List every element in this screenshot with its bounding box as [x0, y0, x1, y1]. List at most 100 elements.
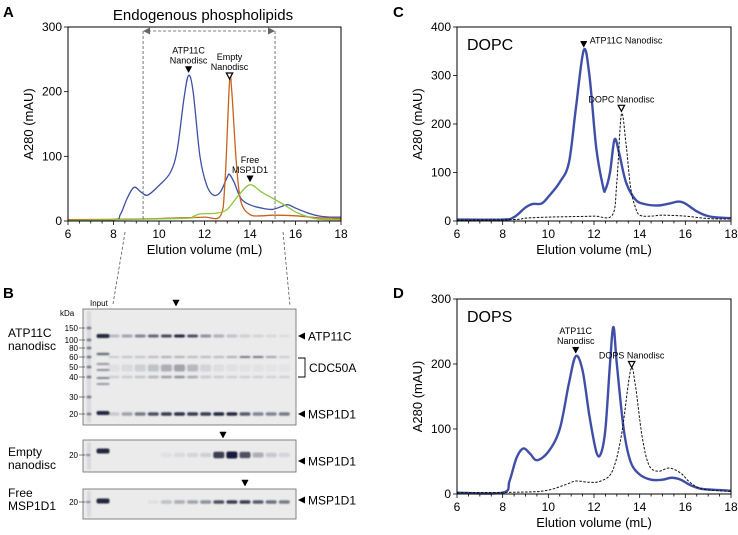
cdc50a-band [200, 356, 212, 358]
panel-label-b: B [3, 285, 14, 302]
inset-label: DOPS [467, 309, 512, 326]
band-label-msp1d1: MSP1D1 [308, 408, 356, 422]
atp11c-band [252, 334, 264, 338]
filled-triangle-marker-icon [572, 346, 580, 354]
y-tick-label: 200 [431, 357, 451, 371]
input-band [96, 498, 110, 504]
msp1d1-band [213, 451, 225, 459]
series-line-empty-nanodisc [67, 74, 342, 221]
x-axis-label: Elution volume (mL) [536, 515, 652, 530]
x-tick-label: 16 [289, 227, 303, 241]
panel-label-a: A [3, 4, 14, 21]
msp1d1-band [252, 412, 264, 416]
smear-band [174, 364, 185, 372]
cdc50a-band [252, 375, 264, 379]
msp1d1-band [278, 412, 290, 416]
peak-annotation: DOPC Nanodisc [588, 94, 655, 104]
filled-triangle-marker-icon [580, 41, 588, 48]
kda-marker-label: 60 [69, 353, 78, 362]
msp1d1-band [265, 452, 277, 458]
x-tick-label: 8 [499, 500, 506, 514]
kda-marker-label: 20 [69, 451, 78, 460]
kda-marker-label: 150 [65, 324, 79, 333]
row-label-empty-nanodisc: Empty [8, 445, 42, 459]
y-tick-label: 100 [431, 422, 451, 436]
kda-marker-label: 50 [69, 363, 78, 372]
cdc50a-band [160, 375, 172, 379]
atp11c-band [174, 334, 185, 338]
y-axis-label: A280 (mAU) [410, 361, 425, 433]
cdc50a-band [174, 356, 185, 358]
peak-annotation: ATP11C [172, 46, 205, 56]
band-label-atp11c: ATP11C [308, 330, 352, 344]
y-tick-label: 200 [42, 85, 62, 99]
cdc50a-band [278, 356, 290, 358]
left-arrowhead-icon [298, 496, 305, 504]
ladder-band [86, 355, 92, 359]
row-label-empty-nanodisc: nanodisc [8, 458, 56, 472]
msp1d1-band [239, 412, 251, 416]
ladder-band [86, 326, 92, 330]
y-tick-label: 100 [431, 166, 451, 180]
smear-band [121, 364, 133, 372]
band-label-msp1d1: MSP1D1 [308, 455, 356, 469]
input-band [96, 411, 110, 415]
cdc50a-band [187, 375, 199, 379]
msp1d1-band [200, 452, 212, 458]
x-tick-label: 6 [454, 227, 461, 241]
band-label-msp1d1: MSP1D1 [308, 494, 356, 508]
zoom-guide-line [282, 231, 291, 307]
y-tick-label: 0 [444, 487, 451, 501]
x-tick-label: 12 [198, 227, 212, 241]
atp11c-band [226, 334, 238, 338]
y-tick-label: 0 [444, 214, 451, 228]
x-tick-label: 18 [724, 227, 738, 241]
chart-a-title: Endogenous phospholipids [113, 7, 293, 24]
x-tick-label: 12 [587, 227, 601, 241]
atp11c-band [200, 334, 212, 338]
msp1d1-band [160, 500, 172, 504]
atp11c-band [213, 334, 225, 338]
atp11c-band [134, 334, 146, 338]
peak-annotation: MSP1D1 [232, 165, 268, 175]
filled-triangle-marker-icon [246, 175, 254, 183]
y-tick-label: 100 [42, 149, 62, 163]
x-tick-label: 12 [587, 500, 601, 514]
arrowhead-right-icon [268, 27, 276, 35]
marker-lane [87, 442, 91, 470]
peak-fraction-triangle-icon [241, 479, 249, 487]
x-tick-label: 10 [152, 227, 166, 241]
msp1d1-band [187, 452, 199, 458]
ladder-band [85, 501, 91, 503]
row-label-free-msp1d1: Free [8, 486, 33, 500]
kda-marker-label: 40 [69, 373, 78, 382]
cdc50a-band [213, 356, 225, 358]
smear-band [200, 364, 212, 372]
atp11c-band [121, 334, 133, 338]
ladder-band [86, 375, 92, 379]
cdc50a-band [174, 375, 185, 379]
smear-band [147, 364, 159, 372]
input-lane-label: Input [90, 299, 109, 308]
peak-fraction-triangle-icon [172, 299, 180, 307]
cdc50a-band [265, 356, 277, 358]
msp1d1-band [121, 412, 133, 416]
band-label-cdc50a: CDC50A [309, 361, 356, 375]
msp1d1-band [160, 452, 172, 458]
open-triangle-marker-icon [225, 72, 234, 81]
input-band [96, 448, 110, 454]
input-band [96, 383, 110, 385]
msp1d1-band [174, 452, 185, 458]
left-arrowhead-icon [298, 457, 305, 465]
ladder-band [86, 346, 92, 350]
msp1d1-band [226, 412, 238, 416]
atp11c-band [278, 334, 290, 338]
x-tick-label: 8 [110, 227, 117, 241]
series-line-atp11c-nanodisc [456, 325, 732, 495]
cdc50a-band [108, 375, 120, 379]
smear-band [266, 365, 277, 372]
msp1d1-band [239, 451, 251, 459]
smear-band [279, 365, 290, 372]
atp11c-band [147, 334, 159, 338]
